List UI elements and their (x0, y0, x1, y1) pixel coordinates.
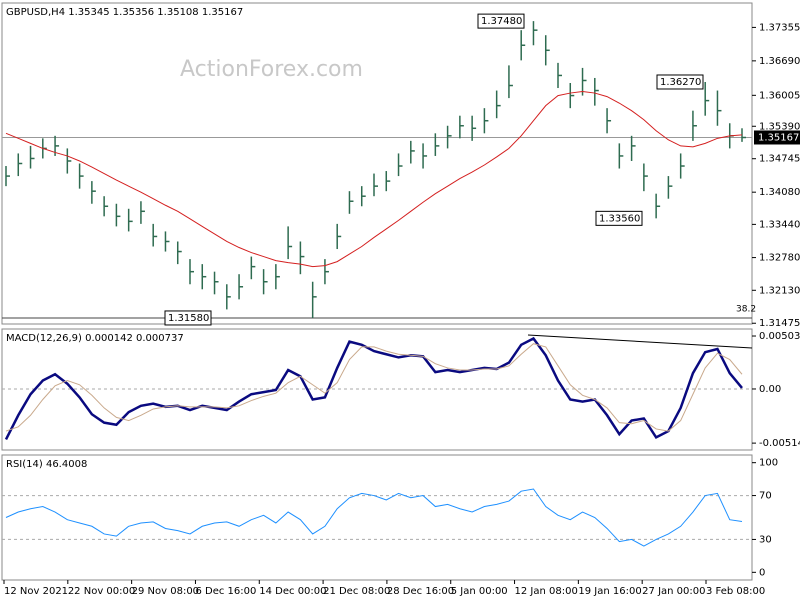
x-tick-label: 6 Dec 16:00 (195, 586, 256, 597)
annotation-label: 1.37480 (481, 16, 522, 27)
x-tick-label: 19 Jan 16:00 (578, 586, 641, 597)
current-price-box (754, 130, 800, 145)
annotation-label: 1.33560 (599, 213, 640, 224)
x-tick-label: 21 Dec 08:00 (323, 586, 390, 597)
y-tick-label: 1.35390 (759, 121, 800, 132)
panel-title: GBPUSD,H4 1.35345 1.35356 1.35108 1.3516… (6, 7, 243, 18)
x-tick-label: 12 Nov 2021 (4, 586, 68, 597)
y-tick-label: 1.34080 (759, 187, 800, 198)
x-tick-label: 27 Jan 00:00 (642, 586, 705, 597)
y-tick-label: 70 (759, 491, 772, 502)
x-tick-label: 12 Jan 08:00 (515, 586, 578, 597)
y-tick-label: 1.36690 (759, 56, 800, 67)
y-tick-label: 1.36005 (759, 90, 800, 101)
y-tick-label: 1.37355 (759, 22, 800, 33)
annotation-box (477, 13, 525, 29)
indicator-line (5, 91, 743, 268)
x-tick-label: 5 Jan 00:00 (451, 586, 508, 597)
y-tick-label: 1.34745 (759, 154, 800, 165)
y-tick-label: 1.32130 (759, 285, 800, 296)
y-tick-label: 1.31475 (759, 318, 800, 329)
annotation-label: 1.31580 (168, 313, 209, 324)
annotation-box (164, 310, 212, 326)
y-tick-label: 30 (759, 534, 772, 545)
x-tick-label: 3 Feb 08:00 (706, 586, 765, 597)
y-tick-label: 1.33440 (759, 219, 800, 230)
x-tick-label: 14 Dec 00:00 (259, 586, 326, 597)
y-tick-label: 0.00 (759, 384, 781, 395)
x-tick-label: 28 Dec 16:00 (387, 586, 454, 597)
panel-title: RSI(14) 46.4008 (6, 459, 87, 470)
annotation-box (595, 210, 643, 226)
indicator-line (5, 488, 743, 547)
panel-frame (1, 2, 753, 325)
indicator-line (4, 336, 743, 441)
x-tick-label: 22 Nov 00:00 (68, 586, 135, 597)
trend-line (527, 334, 753, 349)
y-tick-label: 0 (759, 567, 765, 578)
fib-label: 38.2 (736, 304, 756, 314)
y-tick-label: 100 (759, 458, 778, 469)
y-tick-label: 1.32780 (759, 253, 800, 264)
y-tick-label: -0.005146 (759, 438, 800, 449)
panel-frame (1, 454, 753, 581)
current-price-label: 1.35167 (758, 132, 799, 143)
y-tick-label: 0.005033 (759, 331, 800, 342)
watermark: ActionForex.com (180, 57, 363, 82)
indicator-line (5, 343, 743, 432)
x-tick-label: 29 Nov 08:00 (132, 586, 199, 597)
panel-frame (1, 328, 753, 451)
annotation-box (656, 74, 704, 90)
panel-title: MACD(12,26,9) 0.000142 0.000737 (6, 333, 184, 344)
annotation-label: 1.36270 (660, 77, 701, 88)
